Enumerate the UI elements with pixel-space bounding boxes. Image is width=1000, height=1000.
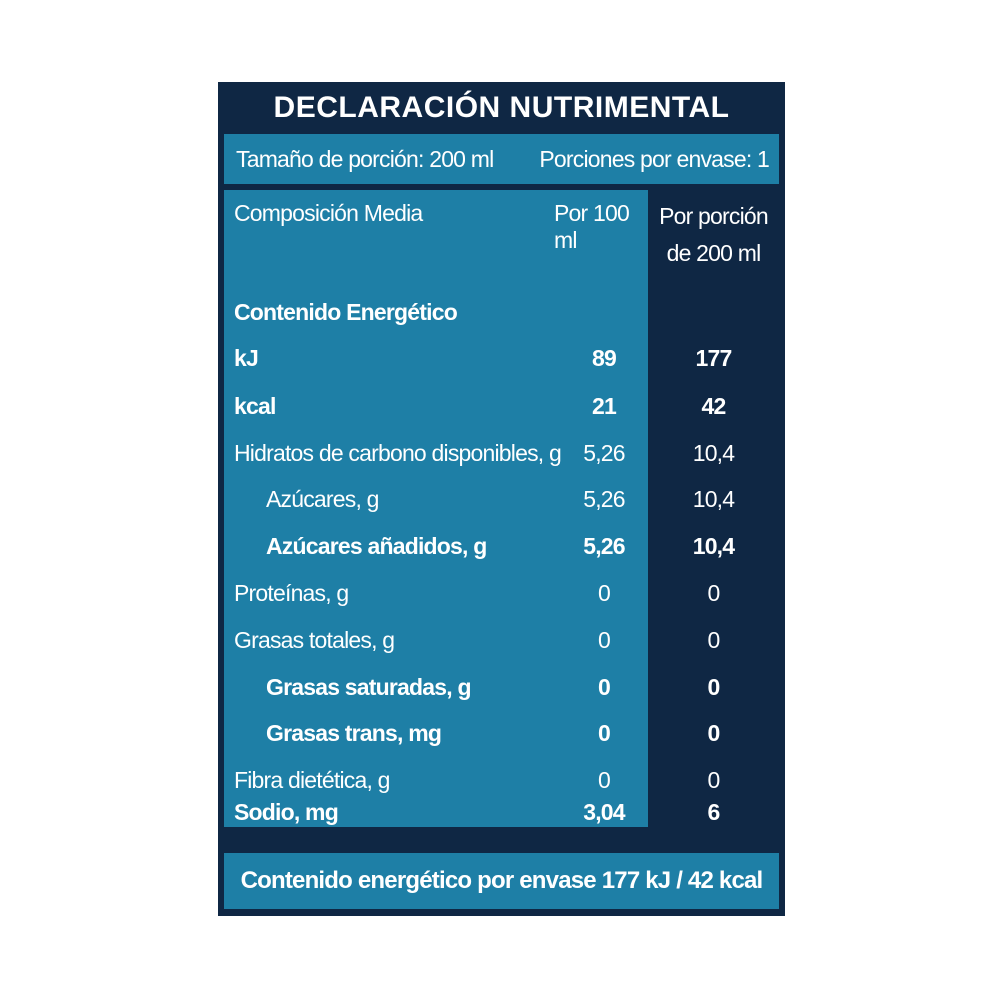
- table-row: Grasas totales, g 0 0: [224, 618, 779, 662]
- row-per-100: 0: [598, 579, 611, 606]
- row-per-100: 3,04: [583, 798, 625, 825]
- table-row: Grasas saturadas, g 0 0: [224, 665, 779, 709]
- table-row: Azúcares añadidos, g 5,26 10,4: [224, 524, 779, 568]
- row-per-100: 0: [598, 719, 611, 746]
- row-name: Hidratos de carbono disponibles, g: [234, 439, 562, 466]
- label-title: DECLARACIÓN NUTRIMENTAL: [273, 91, 730, 124]
- row-per-100: 21: [592, 392, 617, 419]
- table-row: Sodio, mg 3,04 6: [224, 799, 779, 825]
- table-row: Azúcares, g 5,26 10,4: [224, 477, 779, 521]
- serving-info: Tamaño de porción: 200 ml Porciones por …: [224, 134, 779, 184]
- table-row: Hidratos de carbono disponibles, g 5,26 …: [224, 431, 779, 475]
- row-per-100: 0: [598, 766, 611, 793]
- table-row: kJ 89 177: [224, 336, 779, 380]
- row-per-portion: 6: [707, 798, 721, 825]
- row-name: Fibra dietética, g: [234, 766, 390, 793]
- row-name: Azúcares añadidos, g: [266, 532, 487, 559]
- table-row: Proteínas, g 0 0: [224, 571, 779, 615]
- per-100-header: Por 100 ml: [554, 200, 630, 253]
- row-name: kJ: [234, 344, 259, 371]
- row-per-portion: 177: [695, 344, 733, 371]
- nutrition-table: Composición Media Por 100 ml Por porción…: [224, 190, 779, 827]
- row-name: Grasas trans, mg: [266, 719, 442, 746]
- row-name: Azúcares, g: [266, 485, 379, 512]
- row-per-portion: 10,4: [692, 532, 735, 559]
- row-name: Sodio, mg: [234, 798, 339, 825]
- row-per-100: 0: [598, 673, 611, 700]
- row-name: Proteínas, g: [234, 579, 349, 606]
- row-per-portion: 0: [707, 766, 721, 793]
- table-row: Grasas trans, mg 0 0: [224, 711, 779, 755]
- serving-size: Tamaño de porción: 200 ml: [236, 145, 494, 172]
- row-per-100: 89: [592, 344, 617, 371]
- row-per-portion: 0: [707, 673, 721, 700]
- per-portion-header-line1: Por porción: [659, 203, 769, 229]
- nutrition-label: DECLARACIÓN NUTRIMENTAL Tamaño de porció…: [218, 82, 785, 916]
- row-per-portion: 0: [707, 579, 721, 606]
- energy-heading: Contenido Energético: [234, 298, 458, 325]
- row-per-portion: 0: [707, 719, 721, 746]
- energy-heading-row: Contenido Energético: [224, 290, 779, 334]
- row-per-portion: 0: [707, 626, 721, 653]
- composition-header: Composición Media: [234, 200, 423, 226]
- row-name: Grasas totales, g: [234, 626, 395, 653]
- table-row: Fibra dietética, g 0 0: [224, 758, 779, 802]
- per-portion-header-line2: de 200 ml: [666, 240, 762, 267]
- row-per-100: 5,26: [583, 485, 625, 512]
- per-portion-column-bg: [648, 190, 779, 827]
- row-per-portion: 10,4: [692, 439, 735, 466]
- table-row: kcal 21 42: [224, 384, 779, 428]
- row-per-100: 5,26: [583, 439, 625, 466]
- energy-per-package: Contenido energético por envase 177 kJ /…: [224, 853, 779, 909]
- row-name: kcal: [234, 392, 276, 419]
- row-per-100: 5,26: [583, 532, 625, 559]
- per-portion-header: Por porción de 200 ml: [648, 198, 779, 273]
- row-name: Grasas saturadas, g: [266, 673, 472, 700]
- row-per-100: 0: [598, 626, 611, 653]
- row-per-portion: 42: [701, 392, 727, 419]
- servings-per-package: Porciones por envase: 1: [539, 145, 769, 172]
- row-per-portion: 10,4: [692, 485, 735, 512]
